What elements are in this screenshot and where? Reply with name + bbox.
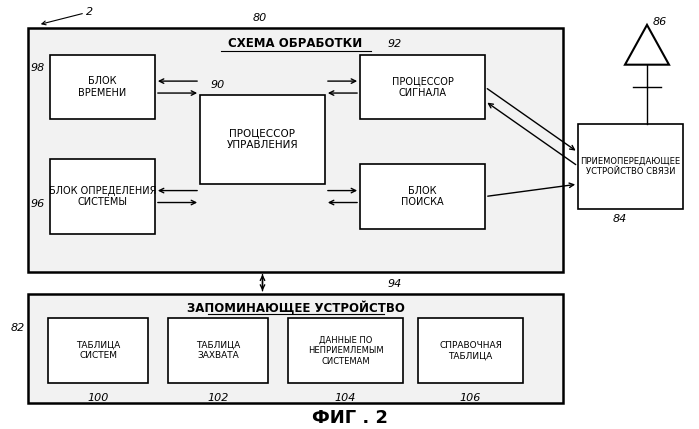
Text: БЛОК
ВРЕМЕНИ: БЛОК ВРЕМЕНИ xyxy=(78,76,127,98)
Bar xyxy=(418,318,523,383)
Bar xyxy=(578,124,683,209)
Text: СХЕМА ОБРАБОТКИ: СХЕМА ОБРАБОТКИ xyxy=(229,37,363,50)
Bar xyxy=(360,164,485,229)
Bar xyxy=(50,159,155,234)
Text: 98: 98 xyxy=(31,63,45,73)
Text: 96: 96 xyxy=(31,199,45,209)
Bar xyxy=(168,318,268,383)
Text: БЛОК
ПОИСКА: БЛОК ПОИСКА xyxy=(401,186,444,207)
Text: 106: 106 xyxy=(459,393,481,403)
Bar xyxy=(48,318,148,383)
Text: ПРИЕМОПЕРЕДАЮЩЕЕ
УСТРОЙСТВО СВЯЗИ: ПРИЕМОПЕРЕДАЮЩЕЕ УСТРОЙСТВО СВЯЗИ xyxy=(580,157,681,176)
Text: 82: 82 xyxy=(11,323,25,333)
Text: 100: 100 xyxy=(87,393,108,403)
Text: 80: 80 xyxy=(253,13,267,23)
Text: 94: 94 xyxy=(388,278,402,289)
Text: ТАБЛИЦА
СИСТЕМ: ТАБЛИЦА СИСТЕМ xyxy=(76,341,120,360)
Bar xyxy=(50,55,155,119)
Bar xyxy=(28,28,563,272)
Bar xyxy=(360,55,485,119)
Text: 86: 86 xyxy=(653,17,667,27)
Text: 104: 104 xyxy=(334,393,356,403)
Bar xyxy=(200,94,325,184)
Text: ДАННЫЕ ПО
НЕПРИЕМЛЕМЫМ
СИСТЕМАМ: ДАННЫЕ ПО НЕПРИЕМЛЕМЫМ СИСТЕМАМ xyxy=(308,336,383,366)
Text: 2: 2 xyxy=(87,7,94,17)
Text: 102: 102 xyxy=(208,393,229,403)
Text: 90: 90 xyxy=(211,80,225,90)
Text: ФИГ . 2: ФИГ . 2 xyxy=(312,409,388,427)
Text: ПРОЦЕССОР
УПРАВЛЕНИЯ: ПРОЦЕССОР УПРАВЛЕНИЯ xyxy=(226,129,298,150)
Text: 84: 84 xyxy=(613,214,627,224)
Text: ТАБЛИЦА
ЗАХВАТА: ТАБЛИЦА ЗАХВАТА xyxy=(196,341,240,360)
Text: БЛОК ОПРЕДЕЛЕНИЯ
СИСТЕМЫ: БЛОК ОПРЕДЕЛЕНИЯ СИСТЕМЫ xyxy=(49,186,156,207)
Text: 92: 92 xyxy=(388,39,402,49)
Text: ПРОЦЕССОР
СИГНАЛА: ПРОЦЕССОР СИГНАЛА xyxy=(391,76,454,98)
Text: ЗАПОМИНАЮЩЕЕ УСТРОЙСТВО: ЗАПОМИНАЮЩЕЕ УСТРОЙСТВО xyxy=(187,301,405,314)
Text: СПРАВОЧНАЯ
ТАБЛИЦА: СПРАВОЧНАЯ ТАБЛИЦА xyxy=(439,341,502,360)
Bar xyxy=(288,318,403,383)
Bar xyxy=(28,293,563,403)
